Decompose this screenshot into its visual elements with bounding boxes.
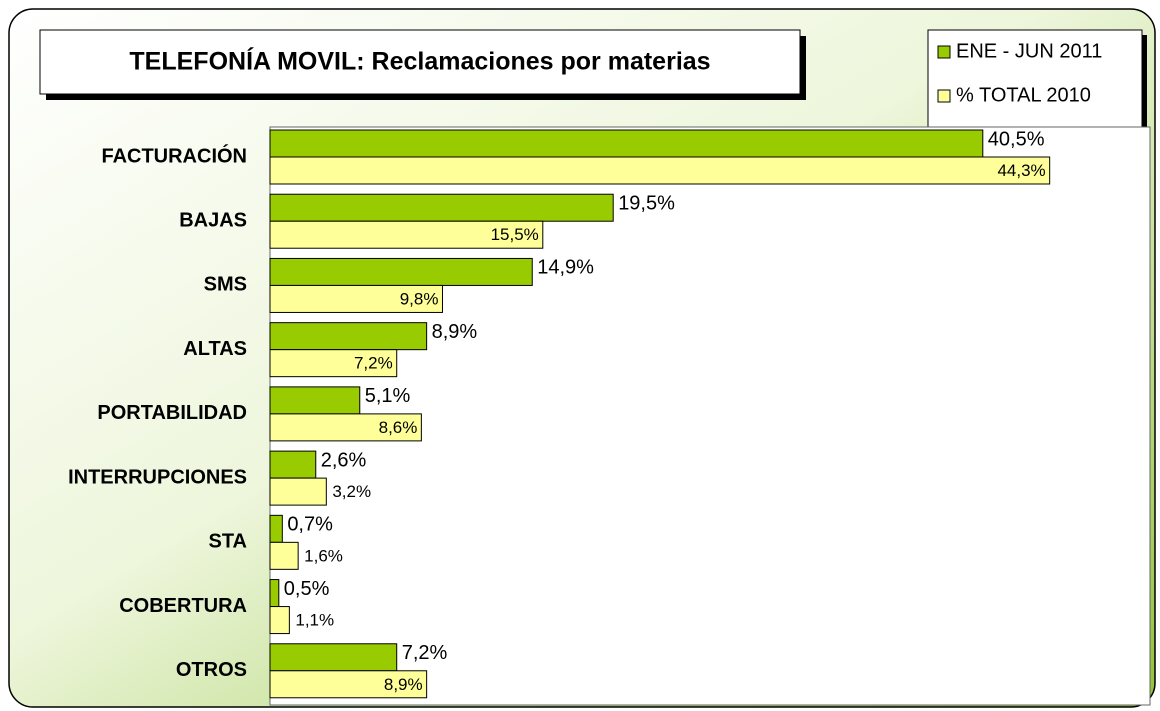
data-label: 5,1% [365, 385, 411, 407]
bar [269, 257, 533, 286]
bar [269, 156, 1051, 185]
bar [269, 450, 317, 479]
data-label: 1,1% [295, 611, 334, 630]
data-label: 7,2% [354, 354, 393, 373]
data-label: 8,9% [384, 675, 423, 694]
data-label: 7,2% [402, 642, 448, 664]
y-tick-label: STA [208, 531, 247, 553]
y-tick-label: OTROS [176, 659, 247, 681]
data-label: 8,6% [379, 418, 418, 437]
bar [269, 349, 398, 378]
y-tick-label: COBERTURA [119, 595, 247, 617]
y-tick-label: PORTABILIDAD [97, 402, 247, 424]
legend-swatch [937, 45, 951, 59]
chart-title: TELEFONÍA MOVIL: Reclamaciones por mater… [129, 47, 710, 76]
y-tick-label: FACTURACIÓN [101, 143, 247, 167]
data-label: 14,9% [537, 257, 594, 279]
bar [269, 606, 290, 635]
bar [269, 220, 544, 249]
data-label: 2,6% [321, 449, 367, 471]
data-label: 15,5% [491, 225, 539, 244]
y-tick-label: INTERRUPCIONES [68, 466, 247, 488]
legend-label: ENE - JUN 2011 [956, 40, 1102, 62]
bar [269, 284, 443, 313]
data-label: 40,5% [988, 128, 1045, 150]
data-label: 44,3% [997, 161, 1045, 180]
data-label: 3,2% [332, 482, 371, 501]
data-label: 1,6% [304, 546, 343, 565]
bar [269, 322, 428, 351]
bar [269, 670, 428, 699]
data-label: 19,5% [618, 193, 675, 215]
bar [269, 477, 327, 506]
bar [269, 541, 299, 570]
bar [269, 643, 398, 672]
legend-swatch [937, 89, 951, 103]
bar [269, 413, 422, 442]
data-label: 9,8% [400, 289, 439, 308]
data-label: 8,9% [432, 321, 478, 343]
bar [269, 579, 280, 608]
data-label: 0,7% [287, 514, 333, 536]
data-label: 0,5% [284, 578, 330, 600]
bar [269, 129, 984, 158]
bar [269, 514, 283, 543]
bar [269, 386, 361, 415]
y-tick-label: SMS [204, 274, 247, 296]
bar [269, 193, 614, 222]
y-tick-label: BAJAS [179, 210, 247, 232]
title-box [39, 29, 801, 95]
legend-label: % TOTAL 2010 [956, 84, 1091, 106]
y-tick-label: ALTAS [183, 338, 247, 360]
